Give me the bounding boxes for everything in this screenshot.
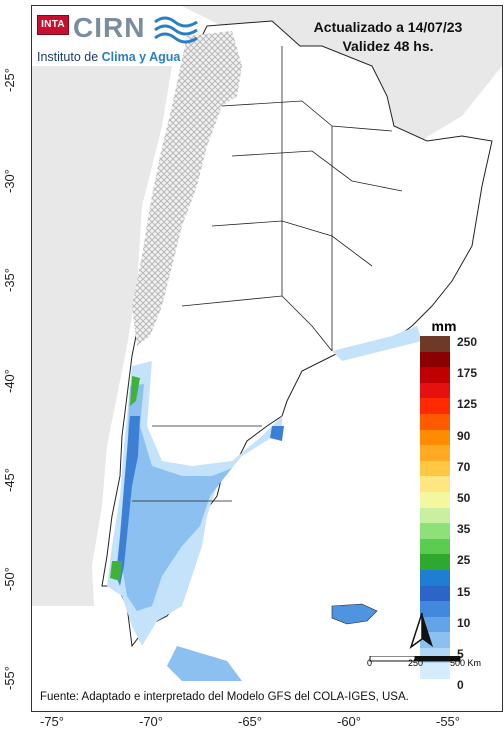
chile-area <box>32 66 172 606</box>
institute-name: Instituto de Clima y Agua <box>37 50 181 64</box>
legend-swatch <box>420 616 450 633</box>
legend-label: 175 <box>457 366 478 381</box>
legend-row <box>420 601 468 617</box>
legend-row: 175 <box>420 366 477 383</box>
map-header: Actualizado a 14/07/23 Validez 48 hs. <box>288 18 488 56</box>
legend-label: 125 <box>457 397 478 412</box>
legend-row: 125 <box>420 397 477 414</box>
lon-label: -55° <box>436 714 460 729</box>
legend-swatch <box>420 398 450 414</box>
legend-swatch <box>420 382 450 399</box>
legend-swatch <box>420 476 450 492</box>
wave-icon <box>154 16 198 44</box>
legend-label: 0 <box>457 678 464 693</box>
lat-label: -30° <box>2 169 17 193</box>
legend-swatch <box>420 679 450 695</box>
precip-green-patch-north <box>130 376 140 406</box>
scale-label-0: 0 <box>367 658 373 668</box>
legend-row: 50 <box>420 490 471 508</box>
legend-row: 15 <box>420 584 471 602</box>
legend-row: 25 <box>420 553 471 570</box>
legend-label: 35 <box>457 522 471 537</box>
lon-label: -65° <box>238 714 262 729</box>
legend-label: 25 <box>457 553 471 568</box>
legend-row <box>420 445 468 461</box>
legend-row: 10 <box>420 615 471 633</box>
legend-swatch <box>420 429 450 446</box>
legend-swatch <box>420 413 450 430</box>
scale-label-500: 500 Km <box>450 658 482 668</box>
legend-label: 10 <box>457 615 471 630</box>
legend-swatch <box>420 601 450 617</box>
legend-label: 70 <box>457 459 471 474</box>
inta-logo: INTA <box>37 15 69 35</box>
province-borders <box>132 46 403 502</box>
tierra-del-fuego-precip <box>167 646 242 681</box>
legend-row <box>420 569 468 586</box>
legend-swatch <box>420 367 450 383</box>
scale-bar: 0 250 500 Km <box>362 638 492 672</box>
legend-label: 15 <box>457 584 471 599</box>
legend-row: 0 <box>420 678 468 695</box>
updated-date: Actualizado a 14/07/23 <box>313 19 463 35</box>
precipitation-legend: mm 250 175 125 90 70 50 35 25 15 10 5 0 <box>420 318 477 695</box>
legend-row: 90 <box>420 428 471 446</box>
legend-row <box>420 413 468 430</box>
legend-row <box>420 351 468 368</box>
legend-swatch <box>420 538 450 555</box>
legend-unit: mm <box>431 318 457 334</box>
legend-label: 250 <box>457 335 478 349</box>
data-source-note: Fuente: Adaptado e interpretado del Mode… <box>40 691 409 703</box>
legend-row: 70 <box>420 459 471 477</box>
no-data-hatched-andes <box>132 31 242 346</box>
legend-row: 35 <box>420 522 471 539</box>
legend-row <box>420 476 468 492</box>
legend-row <box>420 538 468 555</box>
north-arrow-icon <box>409 612 433 649</box>
scale-label-250: 250 <box>408 658 424 668</box>
lat-label: -45° <box>2 468 17 492</box>
lon-label: -70° <box>139 714 163 729</box>
precip-15mm-zone <box>116 416 140 586</box>
cirn-wordmark: CIRN <box>73 12 146 43</box>
legend-swatch <box>420 491 450 508</box>
malvinas-islands <box>331 603 378 625</box>
legend-row <box>420 507 468 524</box>
legend-swatch <box>420 507 450 524</box>
legend-swatch <box>420 569 450 586</box>
lat-label: -55° <box>2 666 17 690</box>
precip-10mm-zone <box>122 384 232 611</box>
precip-green-patch-south <box>110 561 122 581</box>
cirn-logo: INTA CIRN Instituto de Clima y Agua <box>37 12 237 70</box>
legend-swatch <box>420 351 450 368</box>
legend-label: 90 <box>457 428 471 443</box>
lat-label: -50° <box>2 567 17 591</box>
map-frame: INTA CIRN Instituto de Clima y Agua Actu… <box>31 5 503 712</box>
precip-peninsula <box>270 426 284 441</box>
legend-label: 5 <box>457 646 464 661</box>
lat-label: -40° <box>2 369 17 393</box>
lon-label: -75° <box>40 714 64 729</box>
legend-row <box>420 382 468 399</box>
legend-swatch <box>420 585 450 602</box>
legend-swatch <box>420 445 450 461</box>
legend-label: 50 <box>457 490 471 505</box>
lat-label: -25° <box>2 68 17 92</box>
validity: Validez 48 hs. <box>342 38 434 54</box>
lon-label: -60° <box>337 714 361 729</box>
precip-east-coast <box>332 326 422 361</box>
legend-row <box>420 663 468 680</box>
legend-swatch <box>420 663 450 680</box>
lat-label: -35° <box>2 268 17 292</box>
legend-swatch <box>420 554 450 570</box>
legend-swatch <box>420 336 450 352</box>
legend-row: 250 <box>420 335 477 352</box>
legend-swatch <box>420 523 450 539</box>
legend-swatch <box>420 460 450 477</box>
